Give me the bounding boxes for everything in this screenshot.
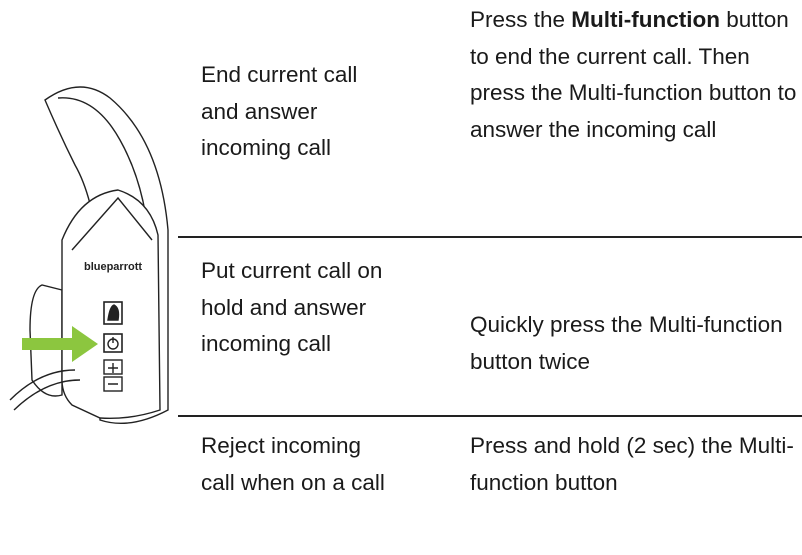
divider (178, 236, 802, 238)
action: Reject incoming call when on a call (201, 433, 385, 495)
instruction: Press and hold (2 sec) the Multi-functio… (470, 433, 794, 495)
text: button to end the current call. Then pre… (470, 7, 797, 142)
bold-text: Multi-function (571, 7, 720, 32)
headset-illustration: blueparrott (9, 86, 169, 425)
instruction: Quickly press the Multi-function button … (470, 312, 783, 374)
action: Put current call on hold and answer inco… (201, 258, 383, 356)
divider (178, 415, 802, 417)
text: Press the (470, 7, 572, 32)
arrow (22, 326, 98, 362)
brand: blueparrott (84, 261, 142, 273)
instruction: Press the Multi-function button to end t… (470, 2, 802, 148)
action: End current call and answer incoming cal… (201, 62, 358, 160)
